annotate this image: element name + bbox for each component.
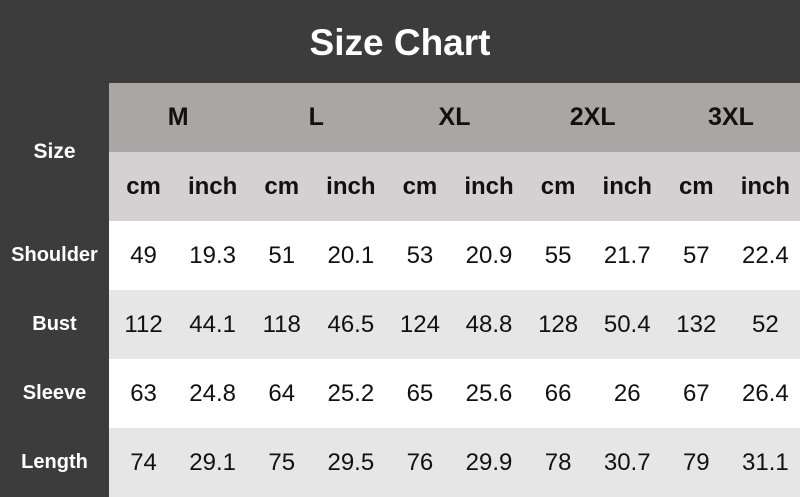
size-column-header: Size <box>33 140 76 163</box>
table-cell: 52 <box>752 310 779 338</box>
page-title: Size Chart <box>309 22 491 63</box>
table-cell: 20.1 <box>327 241 375 269</box>
table-cell: 24.8 <box>189 379 236 407</box>
table-cell: 57 <box>682 241 710 269</box>
table-cell: 64 <box>268 379 296 407</box>
unit-header-cm: cm <box>678 172 714 200</box>
unit-header-cm: cm <box>540 172 576 200</box>
table-cell: 55 <box>544 241 572 269</box>
size-header-m: M <box>167 103 189 131</box>
size-header-2xl: 2XL <box>569 103 616 131</box>
table-cell: 124 <box>399 310 440 338</box>
table-cell: 118 <box>262 310 301 338</box>
table-cell: 67 <box>682 379 710 407</box>
table-cell: 79 <box>682 448 710 476</box>
row-label-bust: Bust <box>32 313 77 335</box>
unit-header-inch: inch <box>464 172 514 200</box>
table-row: 112 44.1 118 46.5 124 48.8 128 50.4 132 52 <box>109 290 800 359</box>
table-cell: 65 <box>406 379 434 407</box>
unit-header-cm: cm <box>402 172 438 200</box>
table-cell: 74 <box>130 448 157 476</box>
table-cell: 25.2 <box>327 379 375 407</box>
table-cell: 76 <box>406 448 434 476</box>
table-cell: 112 <box>124 310 163 338</box>
row-labels: Shoulder Bust Sleeve Length <box>0 221 109 497</box>
table-cell: 128 <box>538 310 579 338</box>
unit-header-inch: inch <box>187 172 238 200</box>
table-cell: 75 <box>268 448 296 476</box>
table-cell: 25.6 <box>465 379 513 407</box>
table-cell: 132 <box>676 310 717 338</box>
table-cell: 50.4 <box>603 310 651 338</box>
unit-header-inch: inch <box>740 172 791 200</box>
table-cell: 31.1 <box>742 448 789 476</box>
table-cell: 46.5 <box>327 310 375 338</box>
size-header-row: M L XL 2XL 3XL <box>109 83 800 152</box>
unit-header-inch: inch <box>326 172 376 200</box>
size-header-3xl: 3XL <box>707 103 754 131</box>
table-cell: 78 <box>544 448 572 476</box>
table-cell: 48.8 <box>465 310 513 338</box>
unit-header-cm: cm <box>126 172 161 200</box>
table-cell: 20.9 <box>465 241 513 269</box>
table-row: 49 19.3 51 20.1 53 20.9 55 21.7 57 22.4 <box>109 221 800 290</box>
row-label-shoulder: Shoulder <box>11 244 98 266</box>
table-row: 63 24.8 64 25.2 65 25.6 66 26 67 26.4 <box>109 359 800 428</box>
unit-header-inch: inch <box>602 172 652 200</box>
table-cell: 22.4 <box>742 241 789 269</box>
size-header-xl: XL <box>438 103 471 131</box>
table-cell: 63 <box>130 379 157 407</box>
table-cell: 49 <box>130 241 157 269</box>
table-cell: 29.5 <box>327 448 375 476</box>
unit-header-cm: cm <box>264 172 300 200</box>
unit-header-row: cm inch cm inch cm inch cm inch cm inch <box>109 152 800 221</box>
table-cell: 26 <box>613 379 641 407</box>
size-header-l: L <box>308 103 324 131</box>
table-cell: 26.4 <box>742 379 789 407</box>
table-cell: 19.3 <box>189 241 236 269</box>
table-cell: 29.9 <box>465 448 513 476</box>
table-cell: 66 <box>544 379 572 407</box>
row-label-sleeve: Sleeve <box>22 382 87 404</box>
table-cell: 44.1 <box>189 310 236 338</box>
table-row: 74 29.1 75 29.5 76 29.9 78 30.7 79 31.1 <box>109 428 800 497</box>
table-cell: 53 <box>406 241 434 269</box>
table-cell: 51 <box>268 241 296 269</box>
table-cell: 30.7 <box>603 448 651 476</box>
size-table: M L XL 2XL 3XL cm inch cm inch cm inch cm inch cm inch… <box>109 83 800 497</box>
row-label-length: Length <box>21 451 88 473</box>
table-cell: 29.1 <box>189 448 236 476</box>
table-cell: 21.7 <box>603 241 651 269</box>
